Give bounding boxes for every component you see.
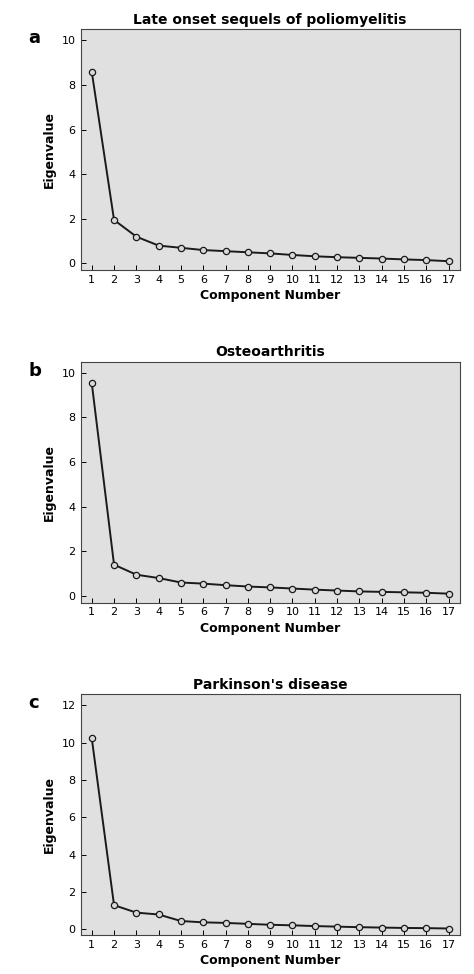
Y-axis label: Eigenvalue: Eigenvalue bbox=[43, 776, 56, 853]
X-axis label: Component Number: Component Number bbox=[200, 289, 340, 302]
Text: c: c bbox=[28, 694, 39, 712]
Text: b: b bbox=[28, 361, 41, 380]
Title: Late onset sequels of poliomyelitis: Late onset sequels of poliomyelitis bbox=[134, 13, 407, 26]
Y-axis label: Eigenvalue: Eigenvalue bbox=[43, 443, 56, 521]
X-axis label: Component Number: Component Number bbox=[200, 621, 340, 635]
Text: a: a bbox=[28, 29, 40, 47]
Title: Parkinson's disease: Parkinson's disease bbox=[193, 678, 347, 692]
Title: Osteoarthritis: Osteoarthritis bbox=[215, 345, 325, 359]
X-axis label: Component Number: Component Number bbox=[200, 955, 340, 967]
Y-axis label: Eigenvalue: Eigenvalue bbox=[43, 111, 56, 188]
